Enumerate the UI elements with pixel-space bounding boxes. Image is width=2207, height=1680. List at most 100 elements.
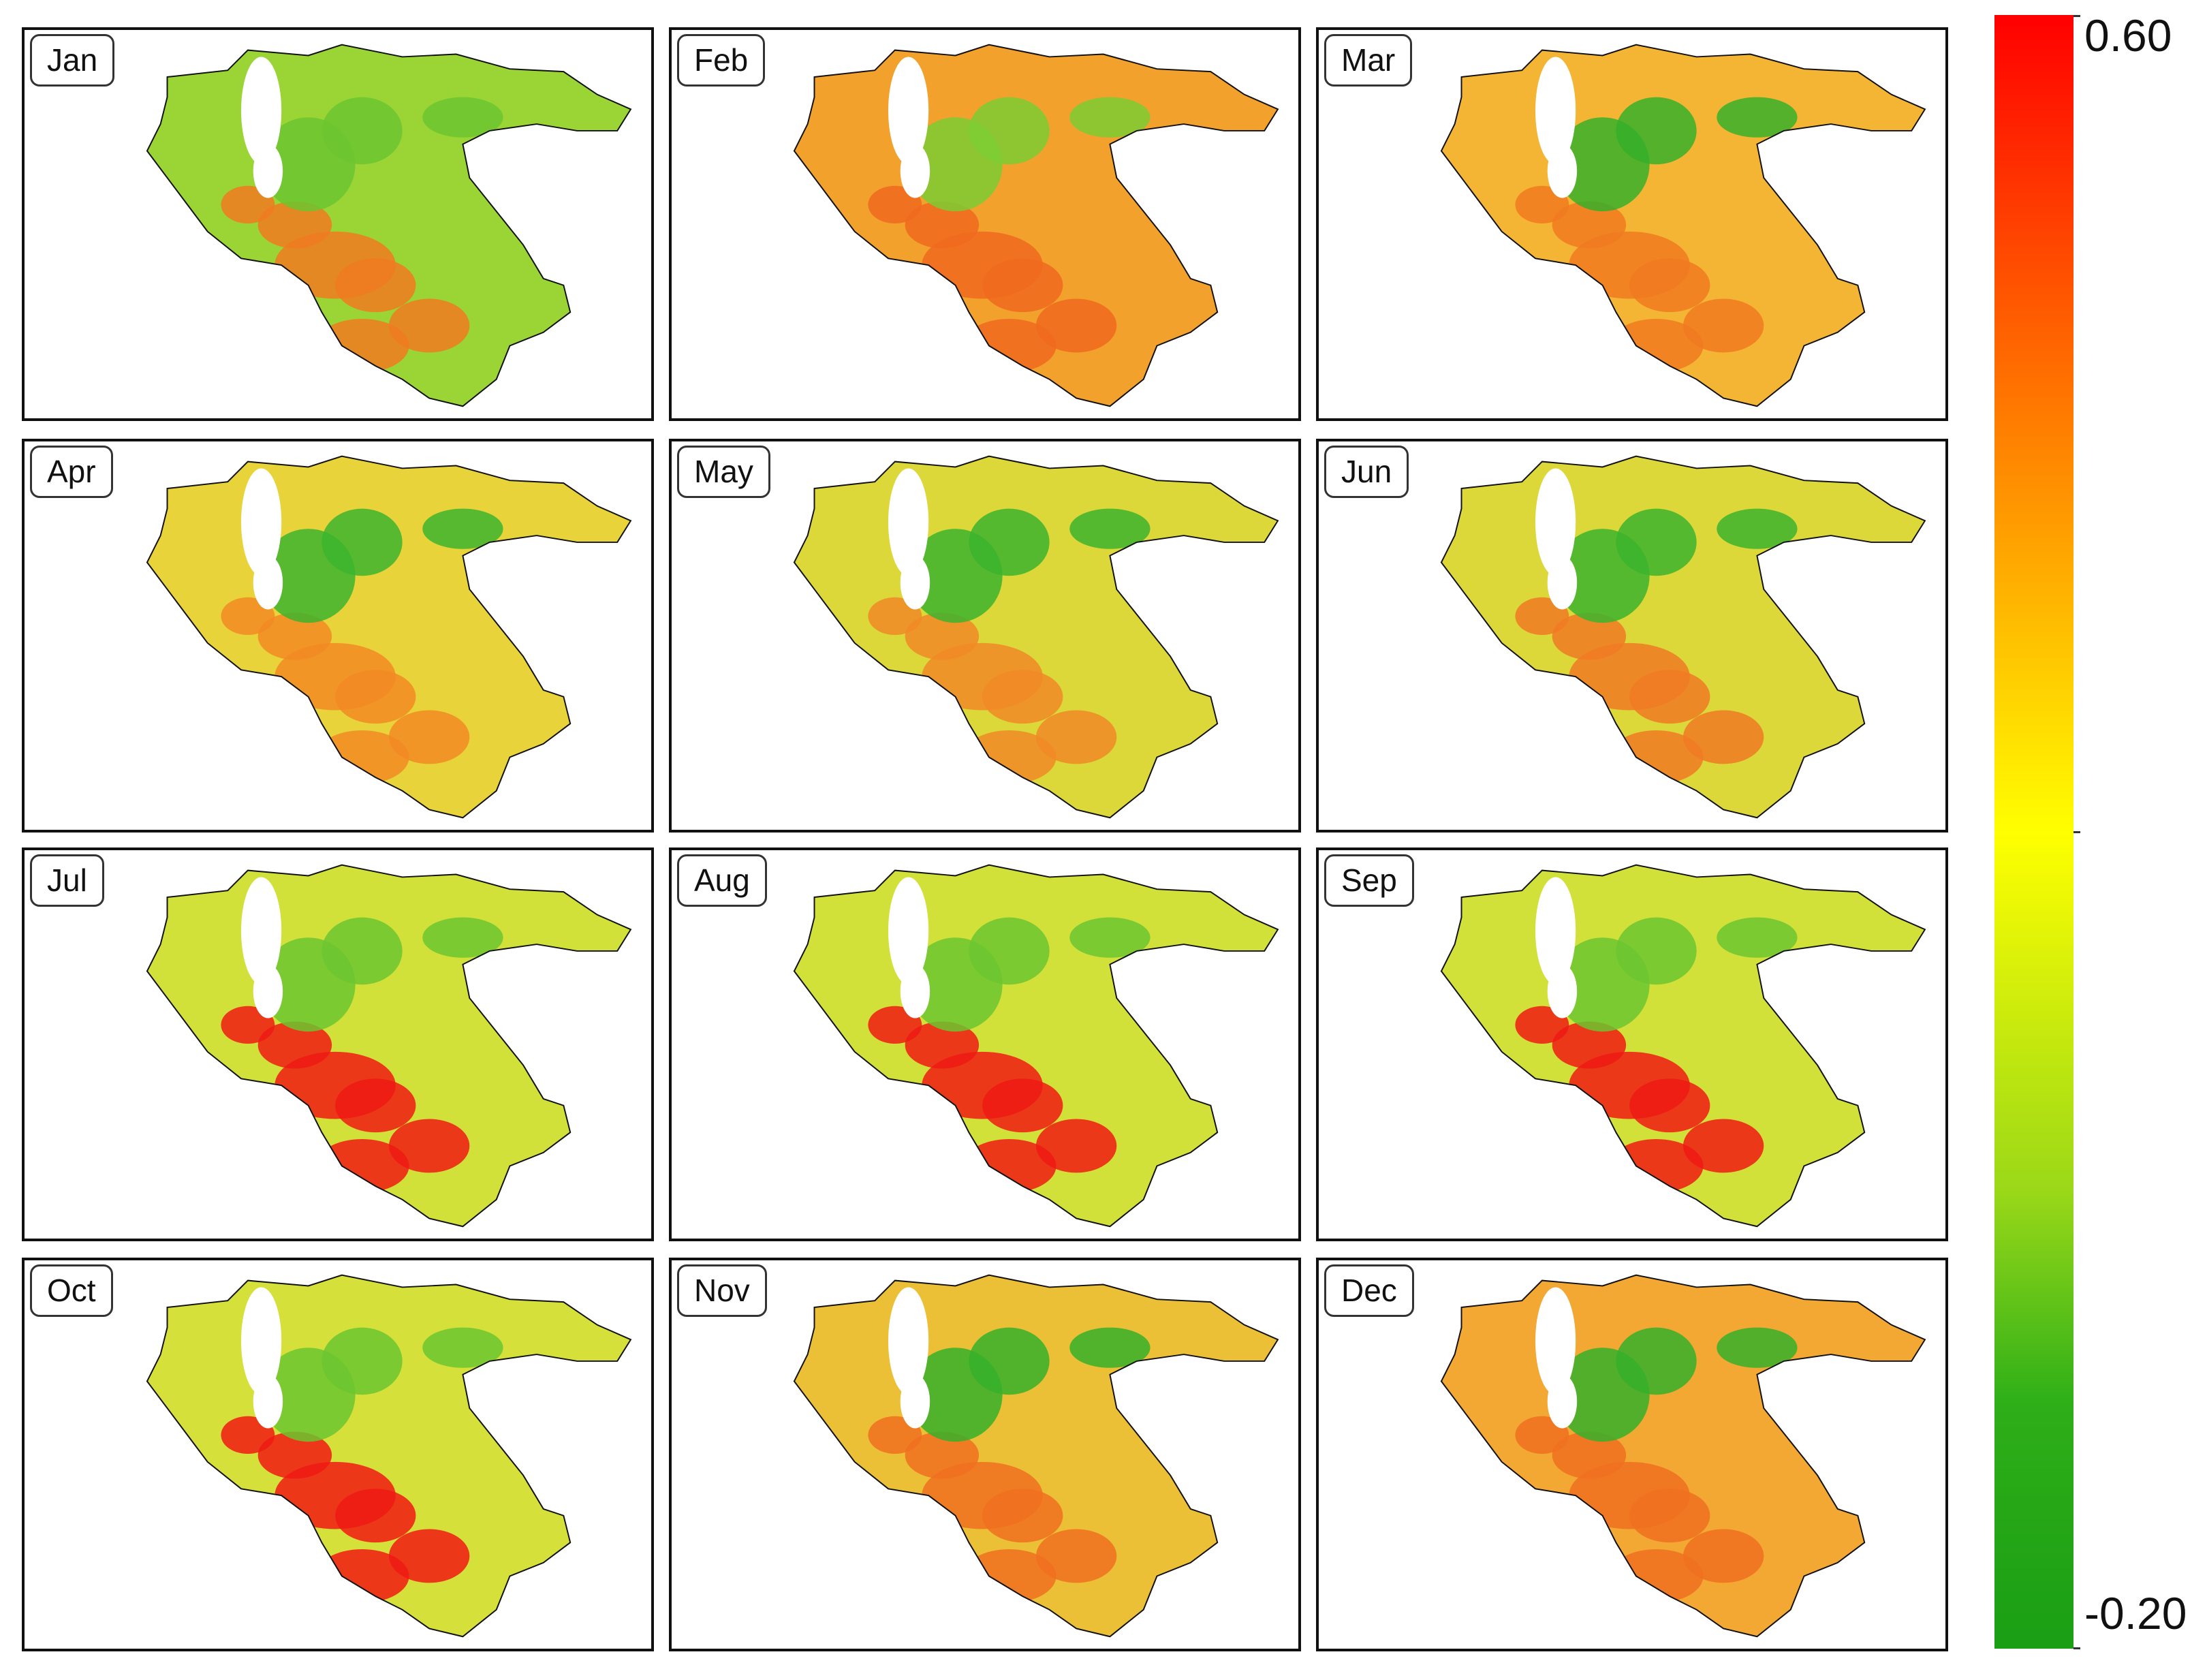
colorbar-gradient	[1994, 15, 2073, 1649]
high-value-zone	[982, 1489, 1063, 1543]
no-data-zone	[253, 1374, 283, 1429]
month-label: Jan	[30, 34, 115, 87]
colorbar-tick-mid	[2073, 831, 2080, 833]
high-value-zone	[1609, 1549, 1704, 1603]
low-value-zone	[1616, 97, 1697, 165]
basin-map-sep	[1440, 864, 1926, 1228]
low-value-zone	[422, 1327, 503, 1368]
high-value-zone	[962, 319, 1056, 373]
high-value-zone	[1629, 258, 1710, 313]
high-value-zone	[1035, 1119, 1117, 1173]
month-label: Sep	[1324, 854, 1414, 907]
basin-outline	[793, 455, 1279, 819]
high-value-zone	[315, 1139, 409, 1193]
no-data-zone	[1547, 964, 1578, 1018]
low-value-zone	[1069, 917, 1151, 958]
basin-map-jun	[1440, 455, 1926, 819]
month-label: Dec	[1324, 1264, 1414, 1317]
high-value-zone	[335, 1489, 416, 1543]
low-value-zone	[422, 508, 503, 549]
basin-map-apr	[146, 455, 632, 819]
no-data-zone	[253, 555, 283, 610]
map-panel-apr: Apr	[22, 439, 654, 833]
high-value-zone	[1629, 670, 1710, 724]
month-label: Oct	[30, 1264, 113, 1317]
no-data-zone	[888, 877, 929, 985]
no-data-zone	[240, 1287, 282, 1395]
basin-outline	[793, 864, 1279, 1228]
high-value-zone	[905, 612, 980, 660]
high-value-zone	[221, 1416, 275, 1455]
no-data-zone	[900, 144, 930, 198]
no-data-zone	[240, 877, 282, 985]
map-panel-dec: Dec	[1316, 1258, 1948, 1651]
low-value-zone	[969, 917, 1050, 985]
low-value-zone	[1616, 1327, 1697, 1395]
map-panel-feb: Feb	[669, 27, 1301, 421]
map-panel-jan: Jan	[22, 27, 654, 421]
low-value-zone	[969, 97, 1050, 165]
high-value-zone	[868, 1006, 922, 1044]
low-value-zone	[1069, 1327, 1151, 1368]
colorbar	[1994, 15, 2073, 1649]
low-value-zone	[1717, 97, 1798, 138]
high-value-zone	[388, 1119, 470, 1173]
high-value-zone	[1629, 1078, 1710, 1133]
high-value-zone	[221, 1006, 275, 1044]
high-value-zone	[335, 1078, 416, 1133]
high-value-zone	[905, 1021, 980, 1069]
high-value-zone	[1682, 1529, 1764, 1583]
high-value-zone	[388, 298, 470, 353]
low-value-zone	[969, 1327, 1050, 1395]
monthly-map-grid: Jan Feb Mar Apr May Jun Jul Aug Sep Oct Nov Dec	[22, 27, 1948, 1651]
map-panel-sep: Sep	[1316, 847, 1948, 1241]
map-panel-jul: Jul	[22, 847, 654, 1241]
no-data-zone	[240, 468, 282, 576]
high-value-zone	[335, 258, 416, 313]
high-value-zone	[1609, 730, 1704, 784]
map-panel-aug: Aug	[669, 847, 1301, 1241]
low-value-zone	[422, 97, 503, 138]
basin-map-feb	[793, 44, 1279, 407]
basin-outline	[793, 44, 1279, 407]
high-value-zone	[868, 1416, 922, 1455]
no-data-zone	[1535, 877, 1576, 985]
low-value-zone	[1616, 917, 1697, 985]
basin-map-nov	[793, 1274, 1279, 1638]
month-label: Jun	[1324, 446, 1409, 498]
month-label: Apr	[30, 446, 113, 498]
high-value-zone	[1515, 185, 1569, 224]
no-data-zone	[888, 468, 929, 576]
no-data-zone	[888, 1287, 929, 1395]
high-value-zone	[962, 1549, 1056, 1603]
high-value-zone	[315, 730, 409, 784]
no-data-zone	[1535, 1287, 1576, 1395]
high-value-zone	[257, 1021, 332, 1069]
high-value-zone	[982, 670, 1063, 724]
no-data-zone	[1547, 555, 1578, 610]
high-value-zone	[257, 612, 332, 660]
low-value-zone	[422, 917, 503, 958]
month-label: Feb	[677, 34, 766, 87]
no-data-zone	[888, 57, 929, 165]
high-value-zone	[388, 1529, 470, 1583]
high-value-zone	[905, 201, 980, 249]
high-value-zone	[868, 597, 922, 636]
month-label: Aug	[677, 854, 767, 907]
high-value-zone	[1552, 612, 1627, 660]
low-value-zone	[1616, 508, 1697, 576]
basin-outline	[146, 455, 632, 819]
high-value-zone	[221, 597, 275, 636]
high-value-zone	[315, 1549, 409, 1603]
low-value-zone	[969, 508, 1050, 576]
high-value-zone	[1515, 1006, 1569, 1044]
low-value-zone	[322, 508, 403, 576]
map-panel-mar: Mar	[1316, 27, 1948, 421]
low-value-zone	[1069, 97, 1151, 138]
low-value-zone	[322, 917, 403, 985]
low-value-zone	[322, 1327, 403, 1395]
basin-outline	[146, 44, 632, 407]
colorbar-min-label: -0.20	[2084, 1588, 2187, 1638]
basin-outline	[1440, 1274, 1926, 1638]
no-data-zone	[253, 144, 283, 198]
